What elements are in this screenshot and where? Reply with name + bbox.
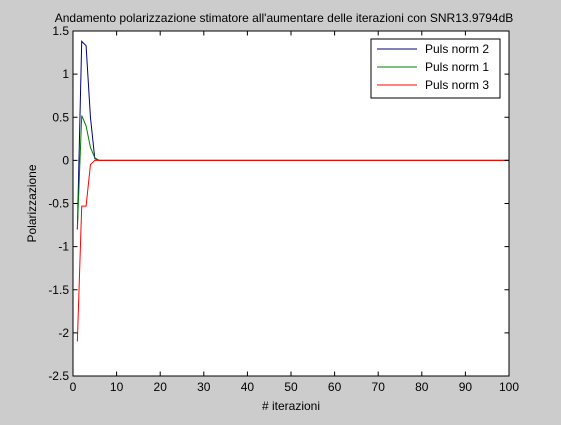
x-tick-label: 90 [459, 380, 473, 394]
y-tick-label: -1.5 [48, 283, 69, 297]
x-tick-label: 80 [415, 380, 429, 394]
y-tick-label: -2.5 [48, 369, 69, 383]
y-tick-label: -0.5 [48, 197, 69, 211]
y-tick-label: -1 [58, 240, 69, 254]
legend: Puls norm 2 Puls norm 1 Puls norm 3 [371, 39, 500, 98]
x-tick-label: 50 [284, 380, 298, 394]
x-tick-label: 20 [154, 380, 168, 394]
y-tick-label: 1.5 [52, 24, 69, 38]
x-tick-label: 10 [110, 380, 124, 394]
x-tick-label: 70 [372, 380, 386, 394]
x-tick-label: 100 [499, 380, 519, 394]
chart-title: Andamento polarizzazione stimatore all'a… [55, 11, 514, 25]
y-axis-label: Polarizzazione [25, 164, 39, 242]
x-axis-label: # iterazioni [262, 399, 320, 413]
legend-label-1: Puls norm 2 [425, 42, 489, 56]
y-tick-label: -2 [58, 326, 69, 340]
y-tick-label: 0 [62, 153, 69, 167]
legend-label-3: Puls norm 3 [425, 78, 489, 92]
x-tick-label: 40 [241, 380, 255, 394]
x-tick-label: 60 [328, 380, 342, 394]
y-tick-label: 1 [62, 67, 69, 81]
legend-label-2: Puls norm 1 [425, 60, 489, 74]
x-tick-label: 30 [197, 380, 211, 394]
y-tick-label: 0.5 [52, 110, 69, 124]
x-tick-label: 0 [70, 380, 77, 394]
